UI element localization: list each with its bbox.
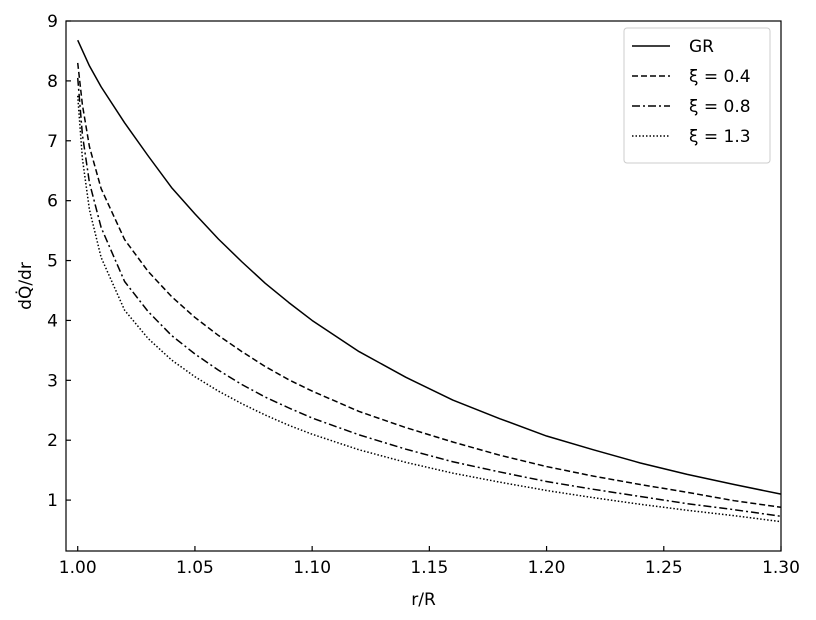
x-axis: 1.00 1.05 1.10 1.15 1.20 1.25 1.30 bbox=[59, 546, 800, 578]
legend-label-gr: GR bbox=[689, 37, 714, 57]
x-tick-label: 1.25 bbox=[645, 558, 683, 578]
x-tick-label: 1.20 bbox=[528, 558, 566, 578]
legend-label-xi-0-8: ξ = 0.8 bbox=[689, 97, 751, 117]
series-line-1 bbox=[76, 62, 782, 509]
x-tick-label: 1.10 bbox=[293, 558, 331, 578]
x-tick-label: 1.15 bbox=[410, 558, 448, 578]
y-tick-label: 7 bbox=[47, 132, 58, 152]
y-tick-label: 1 bbox=[47, 491, 58, 511]
legend-label-xi-1-3: ξ = 1.3 bbox=[689, 127, 751, 147]
y-tick-label: 3 bbox=[47, 371, 58, 391]
y-axis: 1 2 3 4 5 6 7 8 9 bbox=[47, 12, 71, 511]
series-line-2 bbox=[76, 77, 782, 518]
series-line-0 bbox=[77, 39, 782, 495]
plot-frame bbox=[65, 20, 782, 552]
y-tick-label: 6 bbox=[47, 192, 58, 212]
y-axis-label: dQ̇/dr bbox=[15, 262, 36, 310]
y-tick-label: 4 bbox=[47, 311, 58, 331]
x-tick-label: 1.05 bbox=[176, 558, 214, 578]
y-tick-label: 2 bbox=[47, 431, 58, 451]
y-tick-label: 8 bbox=[47, 72, 58, 92]
y-tick-label: 5 bbox=[47, 252, 58, 272]
series-line-3 bbox=[76, 95, 782, 523]
x-tick-label: 1.30 bbox=[762, 558, 800, 578]
legend-box bbox=[623, 27, 771, 164]
y-tick-label: 9 bbox=[47, 12, 58, 32]
x-tick-label: 1.00 bbox=[59, 558, 97, 578]
series-layer bbox=[76, 39, 782, 523]
legend-label-xi-0-4: ξ = 0.4 bbox=[689, 67, 751, 87]
legend: GR ξ = 0.4 ξ = 0.8 ξ = 1.3 bbox=[623, 27, 771, 164]
x-axis-label: r/R bbox=[411, 590, 436, 610]
